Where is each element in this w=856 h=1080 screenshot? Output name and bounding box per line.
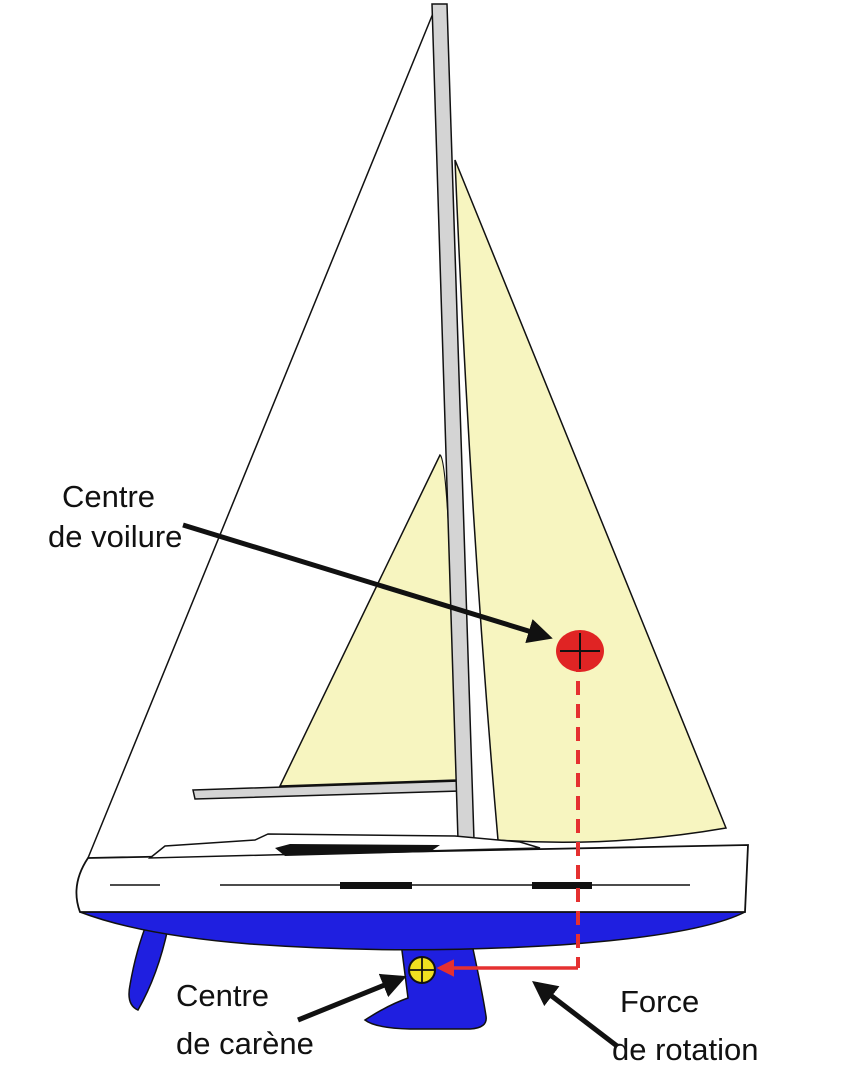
rudder: [128, 919, 169, 1011]
label-centre-voilure-1: Centre: [62, 479, 155, 514]
force-rotation-pointer-arrow: [532, 980, 619, 1048]
label-force-rotation-2: de rotation: [612, 1032, 759, 1067]
label-force-rotation-1: Force: [620, 984, 699, 1019]
label-centre-voilure-2: de voilure: [48, 519, 182, 554]
hull-underbody: [79, 911, 746, 951]
porthole-1: [340, 882, 412, 889]
label-centre-carene-1: Centre: [176, 978, 269, 1013]
hull-centre-pointer-arrow: [297, 973, 407, 1023]
hull-topsides: [75, 844, 749, 913]
cabin-window: [275, 844, 440, 856]
porthole-2: [532, 882, 592, 889]
forestay-line: [87, 5, 437, 859]
label-centre-carene-2: de carène: [176, 1026, 314, 1061]
sail-centre-pointer-arrow: [182, 522, 553, 644]
jib-sail: [278, 453, 458, 787]
mainsail: [454, 159, 728, 844]
